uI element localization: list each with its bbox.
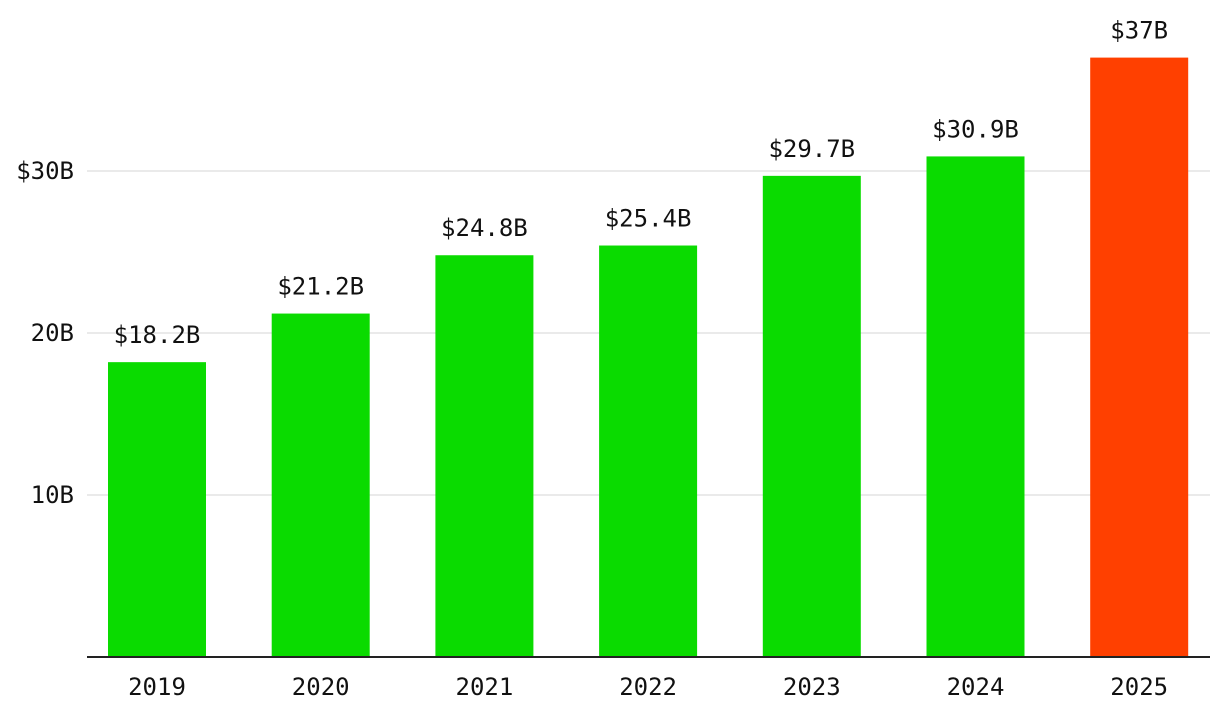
bar-2024: [926, 156, 1025, 658]
data-label-2023: $29.7B: [768, 135, 855, 163]
bars: [108, 57, 1189, 658]
x-tick-label-2019: 2019: [128, 673, 186, 701]
x-tick-label-2021: 2021: [456, 673, 514, 701]
data-label-2020: $21.2B: [277, 273, 364, 301]
data-label-2025: $37B: [1110, 17, 1168, 45]
bar-2020: [271, 313, 370, 657]
data-label-2021: $24.8B: [441, 214, 528, 242]
bar-2021: [435, 255, 534, 658]
x-tick-label-2022: 2022: [619, 673, 677, 701]
bar-2019: [108, 362, 206, 657]
y-tick-label: 20B: [31, 319, 74, 347]
data-label-2019: $18.2B: [114, 321, 201, 349]
x-axis-tick-labels: 2019 2020 2021 2022 2023 2024 2025: [128, 673, 1168, 701]
y-tick-label: 10B: [31, 481, 74, 509]
x-tick-label-2020: 2020: [292, 673, 350, 701]
data-label-2024: $30.9B: [932, 115, 1019, 143]
y-tick-label: $30B: [16, 157, 74, 185]
x-tick-label-2024: 2024: [947, 673, 1005, 701]
data-labels: $18.2B $21.2B $24.8B $25.4B $29.7B $30.9B $37B: [114, 17, 1168, 350]
bar-2023: [762, 175, 861, 658]
bar-2025: [1090, 57, 1189, 658]
x-tick-label-2025: 2025: [1110, 673, 1168, 701]
bar-2022: [599, 245, 698, 657]
data-label-2022: $25.4B: [605, 205, 692, 233]
x-tick-label-2023: 2023: [783, 673, 841, 701]
